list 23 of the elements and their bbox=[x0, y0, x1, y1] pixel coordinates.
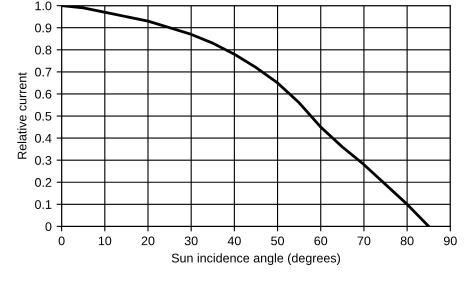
y-tick-label: 0.7 bbox=[35, 68, 52, 77]
y-tick-label: 0.4 bbox=[35, 134, 52, 143]
x-tick-label: 90 bbox=[444, 236, 457, 246]
y-tick-label: 0.1 bbox=[35, 200, 52, 209]
y-tick-label: 0.2 bbox=[35, 178, 52, 187]
x-tick-label: 20 bbox=[142, 236, 154, 246]
y-axis-title: Relative current bbox=[17, 72, 26, 159]
y-tick-label: 1.0 bbox=[35, 1, 52, 10]
x-tick-label: 30 bbox=[184, 236, 198, 246]
x-tick-label: 60 bbox=[314, 236, 328, 246]
y-tick-label: 0.9 bbox=[35, 24, 52, 32]
x-tick-label: 10 bbox=[98, 236, 112, 246]
y-tick-label: 0 bbox=[45, 222, 52, 232]
y-tick-label: 0.6 bbox=[35, 90, 52, 99]
x-tick-label: 40 bbox=[228, 236, 241, 246]
y-tick-label: 0.8 bbox=[35, 46, 52, 54]
x-tick-label: 80 bbox=[400, 236, 414, 246]
x-tick-label: 50 bbox=[271, 236, 284, 246]
x-axis-title: Sun incidence angle (degrees) bbox=[172, 253, 340, 265]
y-tick-label: 0.5 bbox=[35, 112, 52, 121]
x-tick-label: 70 bbox=[358, 236, 370, 246]
x-tick-label: 0 bbox=[58, 236, 65, 246]
y-tick-label: 0.3 bbox=[35, 156, 52, 165]
